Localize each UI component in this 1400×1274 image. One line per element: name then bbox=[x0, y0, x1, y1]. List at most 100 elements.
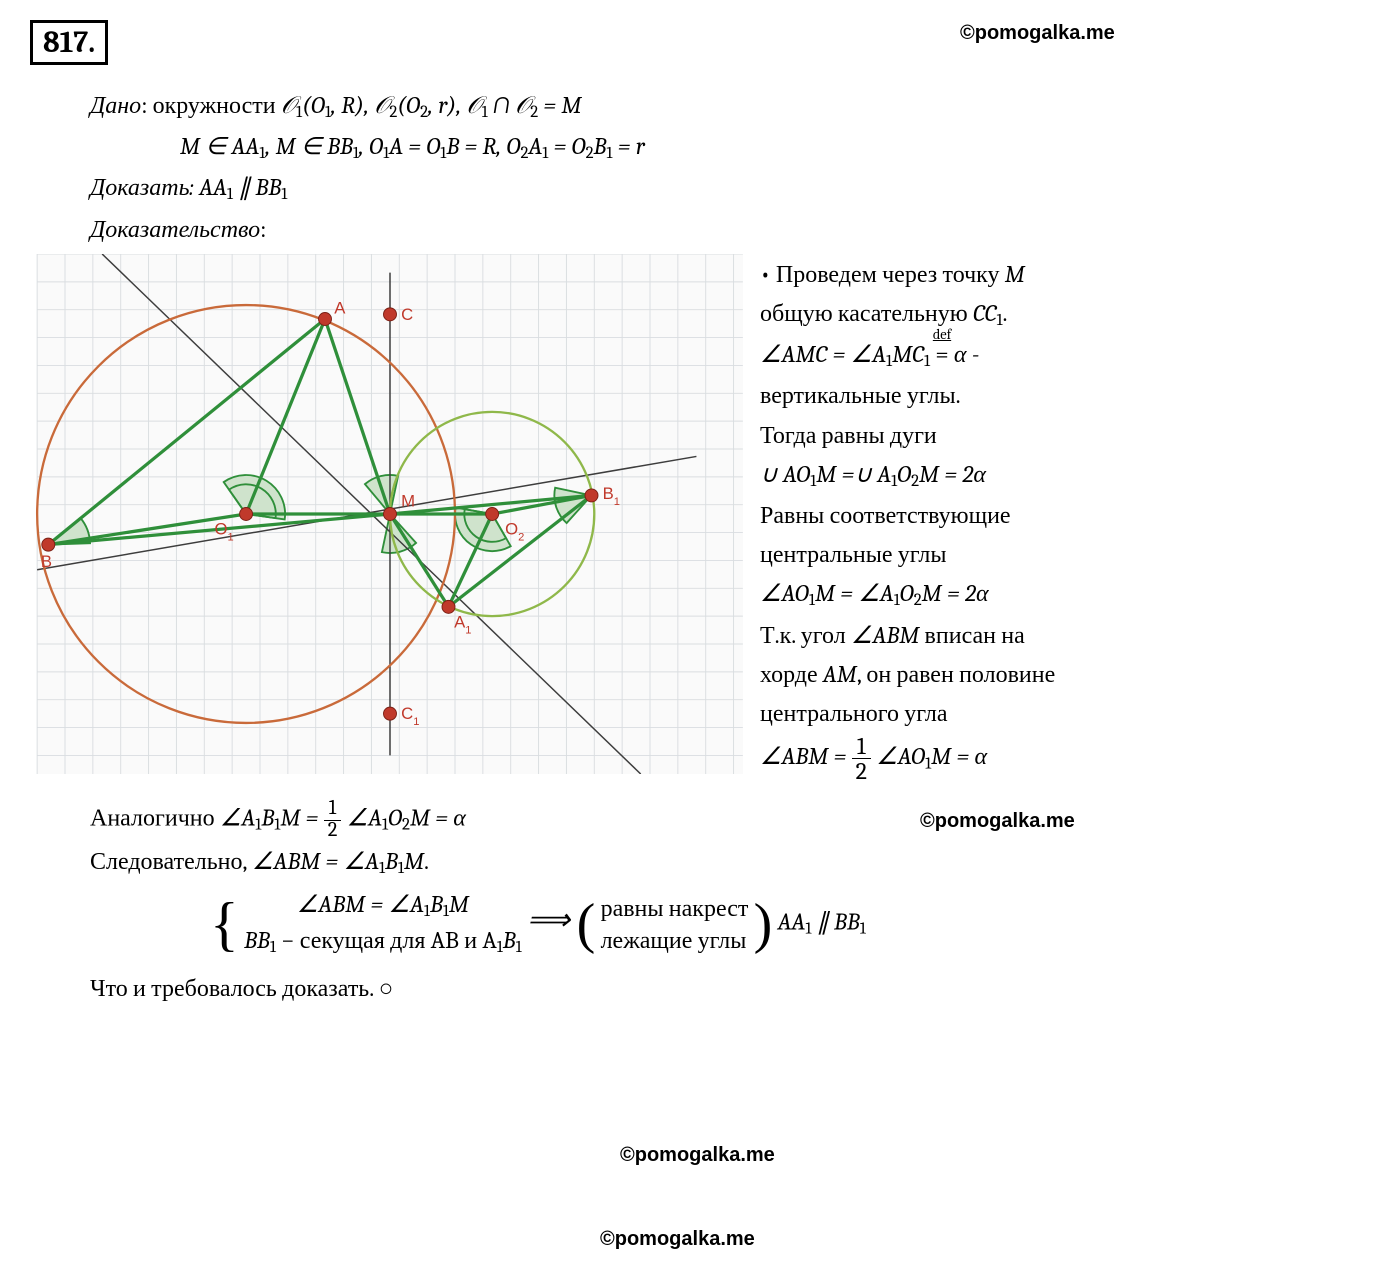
t: M bbox=[404, 847, 424, 875]
t: Следовательно, bbox=[90, 847, 252, 875]
watermark: ©pomogalka.me bbox=[920, 810, 1075, 833]
t: MC bbox=[892, 340, 924, 368]
implies-icon: ⟹ bbox=[527, 903, 577, 938]
t: ∠ABM = ∠A bbox=[252, 847, 379, 875]
t: • Проведем через точку bbox=[760, 260, 1005, 288]
bottom-line-1: Аналогично ∠A1B1M = 12 ∠A1O2M = α bbox=[30, 799, 1370, 841]
given-line-1: Дано: окружности 𝒪1(O1, R), 𝒪2(O2, r), 𝒪… bbox=[30, 87, 1370, 126]
t: ∠A bbox=[220, 804, 255, 832]
columns: O1O2MABA1B1CC1 • Проведем через точку M … bbox=[30, 254, 1370, 785]
t: M =∪ A bbox=[816, 460, 891, 488]
t: M ∈ AA bbox=[180, 132, 259, 160]
t: = M bbox=[538, 91, 581, 119]
t: 1 bbox=[324, 799, 342, 820]
t: (O bbox=[302, 91, 325, 119]
t: M = 2α bbox=[922, 579, 989, 607]
t: ∠A bbox=[341, 804, 382, 832]
t: A = O bbox=[389, 132, 440, 160]
t: ∠AO bbox=[760, 579, 809, 607]
t: ∪ AO bbox=[760, 460, 810, 488]
t: O bbox=[900, 579, 914, 607]
t: . bbox=[1003, 299, 1008, 327]
t: M = α bbox=[410, 804, 466, 832]
t: CC bbox=[973, 299, 997, 327]
t: 2 bbox=[324, 821, 342, 841]
t: , r), 𝒪 bbox=[428, 91, 482, 119]
t: вписан на bbox=[919, 621, 1025, 649]
t: Т.к. угол bbox=[760, 621, 851, 649]
right-text: • Проведем через точку M общую касательн… bbox=[750, 254, 1370, 785]
t: Тогда равны дуги bbox=[760, 421, 937, 449]
geometry-diagram: O1O2MABA1B1CC1 bbox=[30, 254, 750, 774]
t: ∠AMC = ∠A bbox=[760, 340, 886, 368]
t: O bbox=[388, 804, 402, 832]
t: ∠ABM bbox=[851, 621, 919, 649]
t: ∥ BB bbox=[233, 173, 281, 201]
t: : AA bbox=[190, 173, 227, 201]
t: AA bbox=[778, 908, 806, 936]
diagram-container: O1O2MABA1B1CC1 bbox=[30, 254, 750, 774]
t: M bbox=[449, 890, 469, 918]
t: M bbox=[1005, 260, 1025, 288]
t: хорде bbox=[760, 660, 823, 688]
svg-text:B: B bbox=[41, 552, 52, 571]
given-label: Дано bbox=[90, 91, 141, 119]
svg-text:A: A bbox=[334, 298, 346, 317]
t: центральные углы bbox=[760, 540, 947, 568]
t: , M ∈ BB bbox=[265, 132, 352, 160]
t: AM bbox=[823, 660, 857, 688]
t: ∠ABM = ∠A bbox=[297, 890, 424, 918]
watermark: ©pomogalka.me bbox=[600, 1228, 755, 1251]
t: B bbox=[594, 132, 607, 160]
t: 𝒪 bbox=[281, 93, 296, 119]
t: M = α bbox=[931, 742, 987, 770]
t: , он равен половине bbox=[857, 660, 1055, 688]
t: = O bbox=[548, 132, 585, 160]
t: BB bbox=[244, 926, 270, 954]
t: B bbox=[503, 926, 516, 954]
t: . bbox=[424, 847, 429, 875]
t: = r bbox=[612, 132, 644, 160]
proof-label: Доказательство bbox=[90, 215, 260, 243]
t: равны накрест bbox=[601, 892, 749, 924]
t: B = R, O bbox=[446, 132, 520, 160]
t: α - bbox=[949, 340, 980, 368]
t: вертикальные углы. bbox=[760, 381, 961, 409]
t: B bbox=[261, 804, 274, 832]
t: ∥ BB bbox=[811, 908, 859, 936]
t: B bbox=[430, 890, 443, 918]
t: def bbox=[933, 324, 951, 346]
t: ∠ABM = bbox=[760, 742, 852, 770]
given-line-2: M ∈ AA1, M ∈ BB1, O1A = O1B = R, O2A1 = … bbox=[30, 128, 1370, 167]
t: B bbox=[385, 847, 398, 875]
t: : bbox=[260, 215, 266, 243]
proof-label-line: Доказательство: bbox=[30, 211, 1370, 248]
t: O bbox=[897, 460, 911, 488]
implication-line: { ∠ABM = ∠A1B1M BB1 − секущая для AB и A… bbox=[30, 888, 1370, 960]
t: , O bbox=[359, 132, 383, 160]
qed-line: Что и требовалось доказать. ○ bbox=[30, 970, 1370, 1007]
t: A bbox=[528, 132, 542, 160]
t: , R), 𝒪 bbox=[331, 91, 389, 119]
t: ∠AO bbox=[871, 742, 925, 770]
t: Равны соответствующие bbox=[760, 501, 1011, 529]
bottom-line-2: Следовательно, ∠ABM = ∠A1B1M. bbox=[30, 843, 1370, 882]
t: : окружности bbox=[141, 91, 281, 119]
t: M = ∠A bbox=[815, 579, 894, 607]
t: (O bbox=[397, 91, 420, 119]
t: M = bbox=[280, 804, 323, 832]
prove-line: Доказать: AA1 ∥ BB1 bbox=[30, 169, 1370, 208]
svg-text:C: C bbox=[401, 305, 413, 324]
t: ∩ 𝒪 bbox=[488, 91, 531, 119]
prove-label: Доказать bbox=[90, 173, 190, 201]
t: 1 bbox=[852, 734, 871, 759]
problem-number: 817. bbox=[30, 20, 108, 65]
watermark: ©pomogalka.me bbox=[960, 22, 1115, 45]
t: центрального угла bbox=[760, 699, 948, 727]
t: M = 2α bbox=[919, 460, 986, 488]
svg-text:M: M bbox=[401, 491, 415, 510]
watermark: ©pomogalka.me bbox=[620, 1144, 775, 1167]
t: − секущая для AB и A bbox=[276, 926, 497, 954]
t: общую касательную bbox=[760, 299, 973, 327]
t: лежащие углы bbox=[601, 924, 749, 956]
